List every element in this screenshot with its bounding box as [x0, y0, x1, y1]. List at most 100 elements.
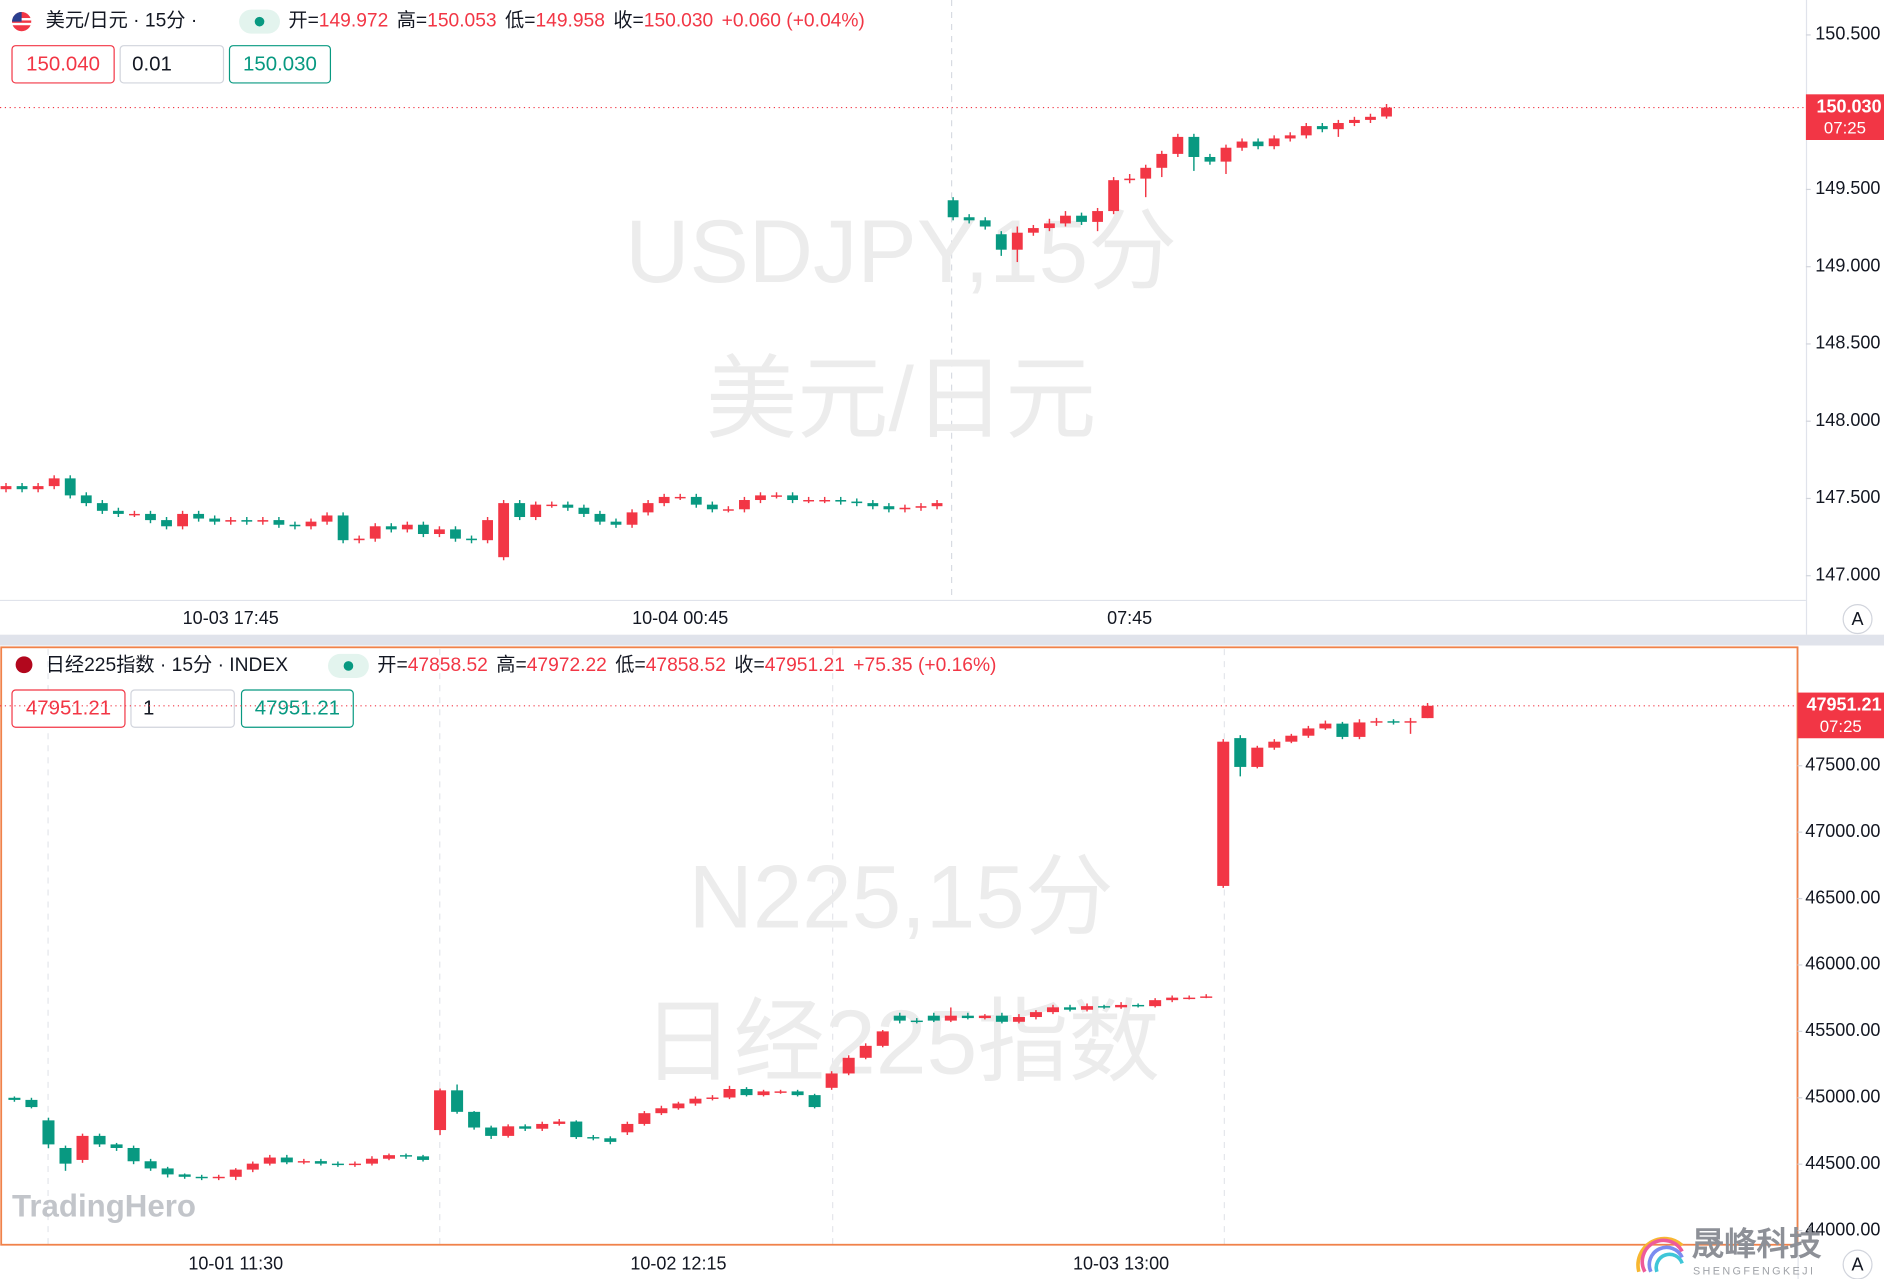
candle-body — [995, 1015, 1008, 1022]
candle-body — [314, 1161, 327, 1164]
candle-body — [961, 1015, 974, 1019]
last-price-tag — [1805, 94, 1884, 140]
order-box[interactable] — [119, 45, 225, 84]
candle-body — [129, 513, 140, 516]
candle-body — [502, 1126, 515, 1136]
candle-body — [1353, 722, 1366, 737]
candle-body — [530, 504, 542, 518]
candle-body — [1421, 705, 1434, 719]
order-box[interactable] — [240, 689, 354, 728]
candle-body — [963, 217, 975, 221]
candle-body — [995, 234, 1007, 250]
ohlc-value: 149.972 — [319, 11, 388, 32]
legend-title: 美元/日元 · 15分 · — [46, 10, 198, 32]
candle-body — [450, 529, 461, 539]
order-box[interactable] — [11, 689, 126, 728]
legend-title: 日经225指数 · 15分 · INDEX — [46, 654, 289, 676]
y-tick-label: 44500.00 — [1805, 1153, 1880, 1173]
candle-body — [225, 520, 237, 522]
candle-body — [1349, 119, 1360, 123]
candle-body — [1115, 1004, 1128, 1008]
x-tick-label: 10-03 17:45 — [183, 608, 279, 628]
ohlc-value: 47858.52 — [408, 655, 488, 676]
candle-body — [16, 486, 28, 490]
last-time-label: 07:25 — [1824, 119, 1866, 138]
ohlc-legend: 开=47858.52 高=47972.22 低=47858.52 收=47951.21… — [377, 654, 996, 676]
candle-body — [819, 500, 831, 502]
candle-body — [899, 507, 911, 510]
candle-body — [485, 1127, 498, 1136]
ohlc-label: 低= — [615, 654, 645, 676]
y-tick-label: 149.500 — [1815, 178, 1880, 198]
ohlc-label: 开= — [288, 11, 318, 32]
candle-body — [1236, 141, 1248, 148]
y-tick-label: 44000.00 — [1805, 1219, 1880, 1239]
candle-body — [400, 1155, 413, 1157]
candle-body — [110, 1144, 123, 1148]
candle-body — [978, 1015, 991, 1019]
y-tick-label: 47500.00 — [1805, 754, 1880, 774]
y-tick-label: 148.000 — [1815, 410, 1880, 430]
y-tick-label: 149.000 — [1815, 255, 1880, 275]
order-box[interactable] — [228, 45, 332, 84]
brand-right-sub: SHENGFENGKEJI — [1693, 1266, 1815, 1278]
candle-body — [209, 518, 221, 522]
candle-body — [621, 1123, 634, 1133]
candle-body — [594, 513, 606, 522]
candle-body — [674, 496, 686, 499]
candle-body — [722, 509, 734, 511]
auto-scale-button[interactable] — [1842, 1249, 1873, 1279]
auto-scale-button[interactable] — [1842, 604, 1873, 635]
candle-body — [1012, 1017, 1025, 1022]
candle-body — [382, 1155, 395, 1159]
candle-body — [842, 1057, 855, 1074]
candle-body — [1044, 223, 1055, 229]
candle-body — [883, 506, 895, 510]
candle-body — [610, 521, 622, 525]
us-flag-icon — [12, 12, 32, 32]
candle-body — [369, 526, 381, 539]
candle-body — [1220, 147, 1232, 162]
candle-body — [867, 503, 879, 507]
candle-body — [305, 521, 317, 527]
candle-body — [587, 1137, 600, 1139]
y-tick-label: 150.500 — [1815, 24, 1880, 44]
candle-body — [910, 1020, 923, 1023]
candle-body — [1251, 747, 1264, 767]
candle-body — [626, 512, 638, 525]
candle-body — [642, 503, 654, 513]
y-tick-label: 147.000 — [1815, 564, 1880, 584]
candle-body — [1149, 1000, 1162, 1007]
candle-body — [451, 1090, 464, 1112]
candle-body — [927, 1015, 940, 1021]
candle-body — [706, 504, 718, 510]
candle-body — [893, 1015, 906, 1021]
candle-body — [193, 513, 205, 519]
candle-body — [25, 1099, 38, 1108]
candle-body — [791, 1091, 804, 1096]
auto-scale-label: A — [1852, 1255, 1864, 1275]
last-price-tag — [1797, 692, 1884, 739]
candle-body — [1204, 156, 1216, 162]
candle-body — [1365, 116, 1376, 120]
change: +0.060 (+0.04%) — [722, 11, 865, 32]
candle-body — [1300, 126, 1312, 136]
candle-body — [1132, 1004, 1145, 1007]
candle-body — [178, 1174, 191, 1177]
order-box[interactable] — [11, 45, 115, 84]
watermark: N225,15分 — [689, 846, 1114, 946]
candle-body — [434, 529, 445, 535]
candle-body — [365, 1158, 378, 1164]
candle-body — [93, 1135, 106, 1145]
brand-logo-icon — [1636, 1236, 1684, 1273]
order-box[interactable] — [130, 689, 235, 728]
candle-body — [1316, 126, 1328, 130]
candle-body — [1284, 135, 1296, 139]
candle-body — [331, 1163, 344, 1166]
candle-body — [723, 1089, 736, 1098]
candle-body — [498, 503, 510, 558]
candle-body — [8, 1097, 21, 1100]
ohlc-label: 收= — [734, 654, 764, 676]
candle-body — [482, 520, 493, 541]
